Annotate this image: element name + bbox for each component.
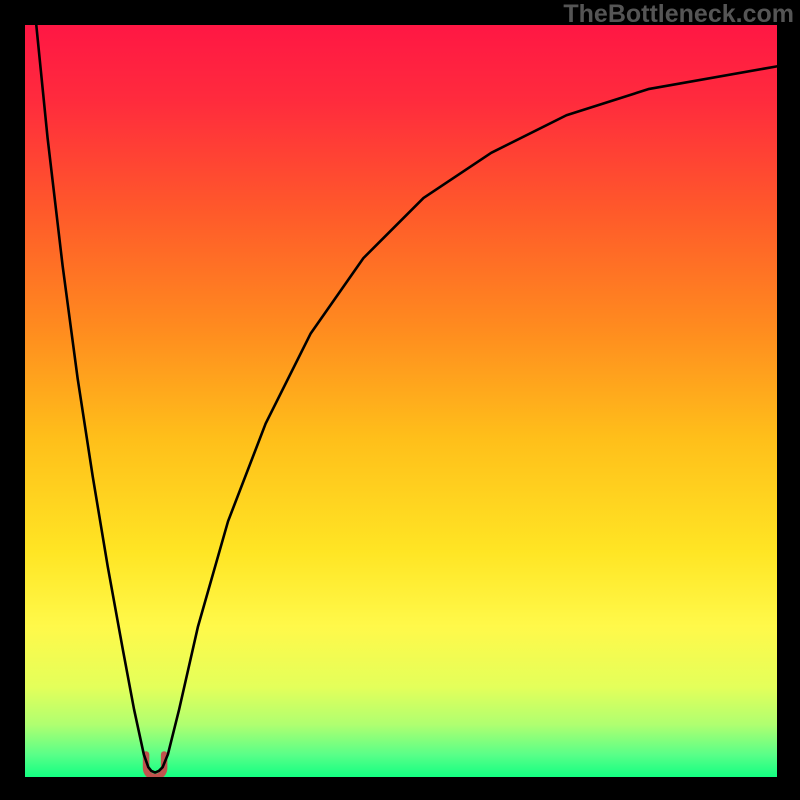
watermark-text: TheBottleneck.com: [563, 0, 794, 29]
chart-svg: [0, 0, 800, 800]
chart-gradient-background: [25, 25, 777, 777]
chart-root: TheBottleneck.com: [0, 0, 800, 800]
